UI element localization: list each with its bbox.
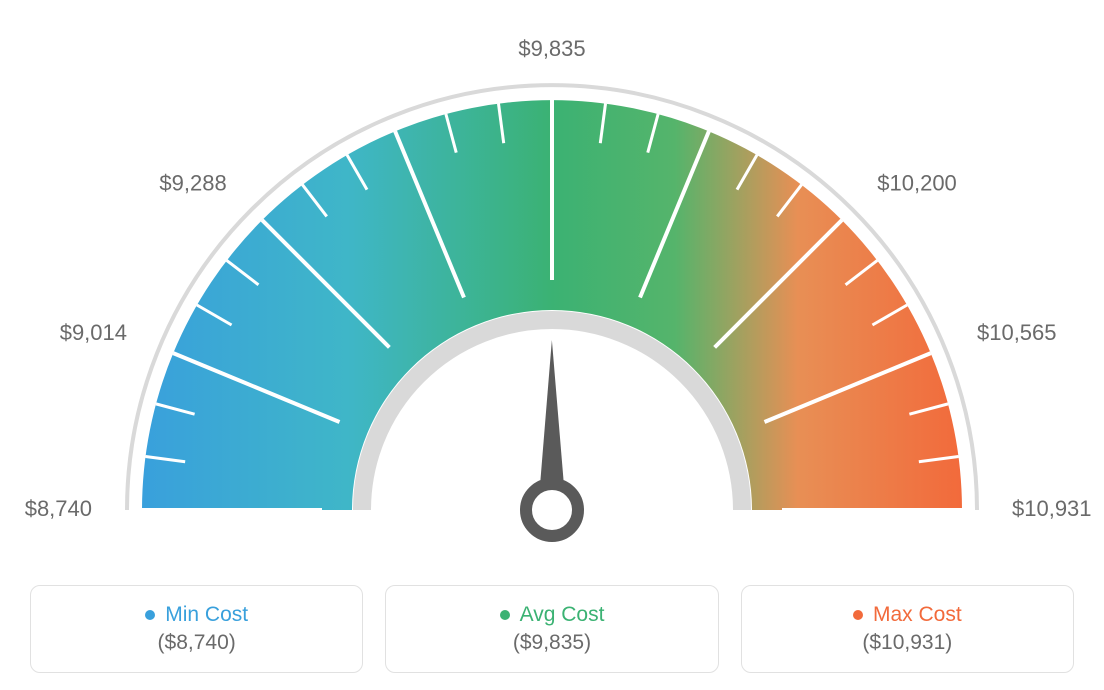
legend-value: ($9,835) [513, 631, 591, 655]
legend-title: Avg Cost [500, 603, 605, 627]
gauge-area: $8,740 $9,014 $9,288 $9,835 $10,200 $10,565 $1… [0, 0, 1104, 560]
legend-title: Min Cost [145, 603, 248, 627]
tick-label: $8,740 [25, 496, 92, 521]
gauge-svg: $8,740 $9,014 $9,288 $9,835 $10,200 $10,565 $1… [0, 0, 1104, 560]
legend-dot-icon [853, 610, 863, 620]
tick-label: $10,931 [1012, 496, 1092, 521]
legend-title: Max Cost [853, 603, 962, 627]
legend-value: ($10,931) [862, 631, 952, 655]
legend-row: Min Cost ($8,740) Avg Cost ($9,835) Max Cost… [0, 585, 1104, 673]
legend-label: Min Cost [165, 603, 248, 627]
tick-label: $9,014 [60, 320, 127, 345]
legend-label: Max Cost [873, 603, 962, 627]
legend-dot-icon [145, 610, 155, 620]
tick-label: $9,835 [518, 36, 585, 61]
legend-dot-icon [500, 610, 510, 620]
needle-hub [526, 484, 578, 536]
legend-card-max: Max Cost ($10,931) [741, 585, 1074, 673]
tick-label: $10,200 [877, 171, 957, 196]
tick-label: $10,565 [977, 320, 1057, 345]
legend-card-min: Min Cost ($8,740) [30, 585, 363, 673]
legend-label: Avg Cost [520, 603, 605, 627]
cost-gauge-chart: $8,740 $9,014 $9,288 $9,835 $10,200 $10,565 $1… [0, 0, 1104, 690]
legend-card-avg: Avg Cost ($9,835) [385, 585, 718, 673]
tick-label: $9,288 [159, 171, 226, 196]
legend-value: ($8,740) [158, 631, 236, 655]
